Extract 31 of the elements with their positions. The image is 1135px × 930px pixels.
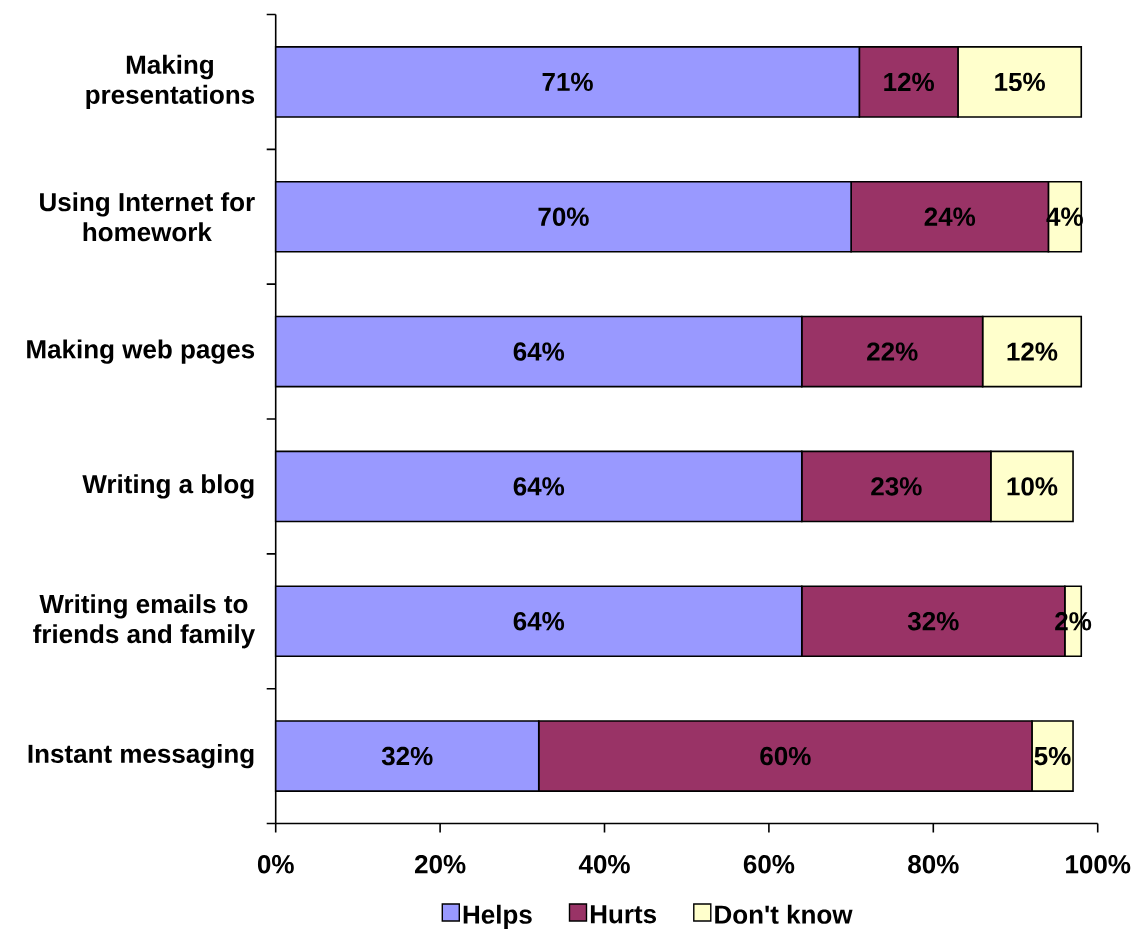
x-tick-label: 0% — [257, 855, 294, 874]
data-label: 10% — [1007, 477, 1058, 496]
data-label: 32% — [381, 746, 433, 766]
data-label: 64% — [513, 612, 565, 631]
legend-label: Helps — [463, 904, 532, 929]
legend-label: Hurts — [590, 905, 657, 924]
data-label: 15% — [995, 72, 1045, 92]
y-tick-label: Writing a blog — [82, 474, 254, 499]
data-label: 24% — [924, 207, 976, 226]
data-label: 12% — [884, 72, 934, 92]
y-tick-label: Writing emails to friends and family — [33, 594, 256, 649]
data-label: 5% — [1034, 746, 1071, 766]
data-label: 64% — [513, 477, 565, 496]
y-tick-label: Instant messaging — [28, 743, 254, 769]
x-tick-label: 100% — [1066, 855, 1131, 874]
legend-label: Don't know — [715, 904, 853, 924]
data-label: 70% — [538, 207, 589, 226]
y-tick-label: Making web pages — [27, 339, 255, 364]
x-tick-label: 20% — [414, 855, 466, 874]
y-tick-label: Using Internet for homework — [40, 192, 255, 242]
data-label: 60% — [760, 746, 811, 766]
data-label: 71% — [542, 72, 593, 92]
x-tick-label: 60% — [743, 855, 795, 874]
y-tick-label: Making presentations — [86, 54, 255, 110]
x-tick-label: 40% — [578, 855, 630, 874]
data-label: 32% — [907, 612, 959, 631]
data-label: 12% — [1007, 342, 1058, 361]
data-label: 23% — [871, 477, 922, 496]
data-label: 64% — [513, 342, 565, 361]
data-label: 22% — [867, 342, 918, 361]
x-tick-label: 80% — [908, 855, 959, 874]
